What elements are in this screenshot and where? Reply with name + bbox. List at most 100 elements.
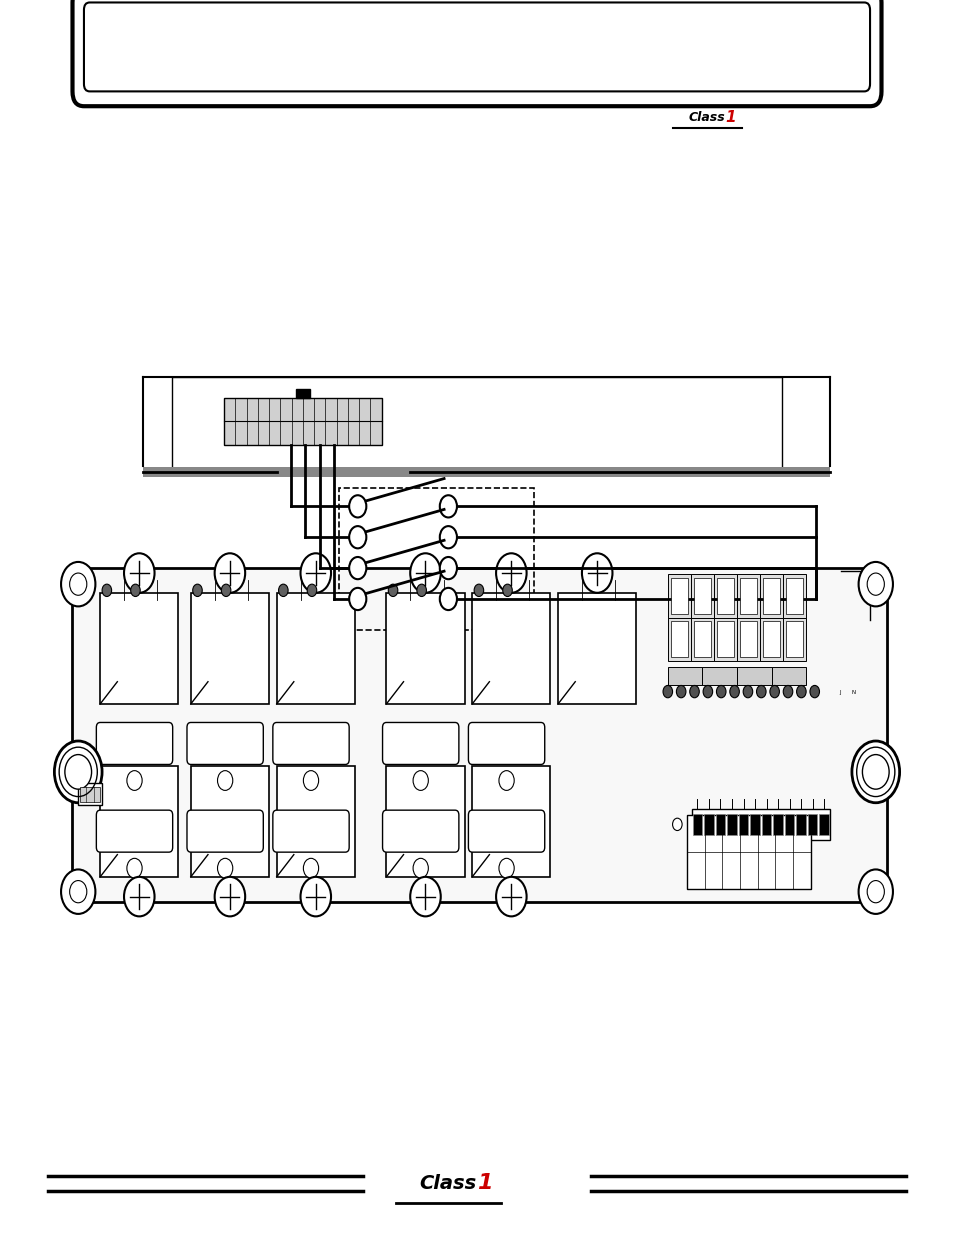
Text: 1: 1 xyxy=(476,1173,492,1193)
Circle shape xyxy=(61,869,95,914)
Circle shape xyxy=(858,869,892,914)
FancyBboxPatch shape xyxy=(273,722,349,764)
Text: Class: Class xyxy=(687,111,724,124)
FancyBboxPatch shape xyxy=(468,722,544,764)
Bar xyxy=(670,621,687,657)
Bar xyxy=(472,593,550,704)
Bar xyxy=(762,621,780,657)
Circle shape xyxy=(413,858,428,878)
Circle shape xyxy=(349,495,366,517)
Circle shape xyxy=(300,553,331,593)
Circle shape xyxy=(502,584,512,597)
Circle shape xyxy=(124,553,154,593)
Circle shape xyxy=(303,858,318,878)
Circle shape xyxy=(307,584,316,597)
Circle shape xyxy=(300,877,331,916)
Circle shape xyxy=(124,877,154,916)
Bar xyxy=(338,488,534,630)
Text: N: N xyxy=(851,690,855,695)
Circle shape xyxy=(413,771,428,790)
Bar xyxy=(80,787,100,802)
Circle shape xyxy=(782,685,792,698)
Circle shape xyxy=(127,858,142,878)
Circle shape xyxy=(349,557,366,579)
Bar xyxy=(100,766,178,877)
Bar xyxy=(686,815,810,889)
Bar xyxy=(771,667,805,685)
Bar xyxy=(784,814,794,835)
Text: J: J xyxy=(839,690,841,695)
Circle shape xyxy=(217,858,233,878)
Bar xyxy=(691,809,829,840)
Circle shape xyxy=(498,858,514,878)
Bar xyxy=(716,578,734,614)
Bar xyxy=(760,814,771,835)
Circle shape xyxy=(858,562,892,606)
Bar xyxy=(738,814,747,835)
Circle shape xyxy=(439,526,456,548)
Bar xyxy=(692,814,701,835)
Bar xyxy=(726,814,736,835)
Circle shape xyxy=(388,584,397,597)
FancyBboxPatch shape xyxy=(382,722,458,764)
Bar xyxy=(386,766,464,877)
Bar xyxy=(667,667,701,685)
Bar xyxy=(100,593,178,704)
Bar xyxy=(191,766,269,877)
Bar xyxy=(762,578,780,614)
FancyBboxPatch shape xyxy=(468,810,544,852)
Bar xyxy=(773,814,782,835)
FancyBboxPatch shape xyxy=(84,2,869,91)
Bar xyxy=(785,621,802,657)
Circle shape xyxy=(676,685,685,698)
Bar xyxy=(276,766,355,877)
Circle shape xyxy=(439,588,456,610)
Bar xyxy=(713,618,736,661)
FancyBboxPatch shape xyxy=(72,0,881,106)
Bar xyxy=(191,593,269,704)
Circle shape xyxy=(70,573,87,595)
Circle shape xyxy=(303,771,318,790)
Bar xyxy=(760,618,782,661)
Bar xyxy=(172,377,781,469)
Bar xyxy=(701,667,736,685)
Circle shape xyxy=(498,771,514,790)
FancyBboxPatch shape xyxy=(96,722,172,764)
Bar xyxy=(667,574,690,618)
Circle shape xyxy=(496,877,526,916)
Bar xyxy=(703,814,713,835)
Bar xyxy=(693,578,710,614)
Circle shape xyxy=(102,584,112,597)
Bar xyxy=(715,814,724,835)
Bar xyxy=(690,618,713,661)
Circle shape xyxy=(65,755,91,789)
Bar xyxy=(760,574,782,618)
Bar xyxy=(716,621,734,657)
Circle shape xyxy=(410,553,440,593)
Bar xyxy=(558,593,636,704)
Circle shape xyxy=(662,685,672,698)
Bar xyxy=(78,783,102,805)
Bar xyxy=(796,814,805,835)
Bar xyxy=(276,593,355,704)
Circle shape xyxy=(416,584,426,597)
Bar xyxy=(736,667,771,685)
Circle shape xyxy=(214,553,245,593)
Circle shape xyxy=(61,562,95,606)
Bar xyxy=(819,814,828,835)
Circle shape xyxy=(716,685,725,698)
Circle shape xyxy=(193,584,202,597)
Bar xyxy=(224,398,381,445)
Circle shape xyxy=(796,685,805,698)
Circle shape xyxy=(809,685,819,698)
FancyBboxPatch shape xyxy=(187,810,263,852)
Bar xyxy=(472,766,550,877)
Circle shape xyxy=(127,771,142,790)
Circle shape xyxy=(439,557,456,579)
Circle shape xyxy=(131,584,140,597)
Circle shape xyxy=(756,685,765,698)
Circle shape xyxy=(496,553,526,593)
Circle shape xyxy=(581,553,612,593)
Bar xyxy=(667,618,690,661)
Bar xyxy=(693,621,710,657)
